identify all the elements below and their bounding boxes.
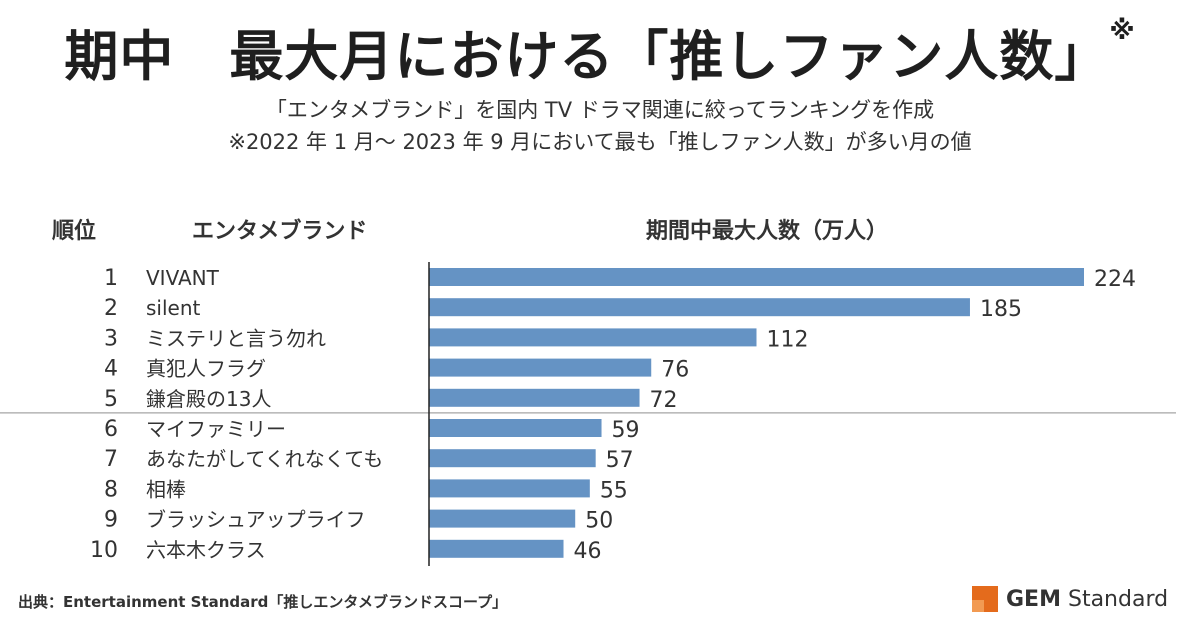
bar	[429, 358, 652, 377]
bar	[429, 509, 576, 528]
rank-label: 10	[90, 538, 118, 563]
bar	[429, 268, 1084, 286]
title-note-mark: ※	[1109, 16, 1136, 46]
bar	[429, 539, 564, 558]
bar	[429, 479, 590, 498]
rank-label: 4	[104, 357, 118, 382]
value-label: 57	[606, 448, 634, 473]
category-label: 真犯人フラグ	[146, 357, 266, 381]
rank-label: 2	[104, 296, 118, 321]
value-label: 185	[980, 297, 1022, 322]
bar	[429, 419, 602, 437]
chart-title: 期中 最大月における「推しファン人数」※	[0, 12, 1200, 91]
chart-title-text: 期中 最大月における「推しファン人数」	[64, 25, 1110, 88]
category-label: マイファミリー	[146, 417, 286, 441]
rank-column-header: 順位	[52, 219, 97, 244]
value-label: 112	[767, 327, 809, 352]
category-label: 六本木クラス	[146, 538, 266, 562]
value-label: 46	[574, 539, 602, 564]
subtitle-line-1: 「エンタメブランド」を国内 TV ドラマ関連に絞ってランキングを作成	[265, 98, 935, 122]
value-label: 76	[661, 358, 689, 383]
bar	[429, 449, 596, 468]
rank-label: 3	[104, 326, 118, 351]
brand-column-header: エンタメブランド	[192, 219, 368, 244]
bar-chart: 1 VIVANT 224 2 silent 185 3 ミステリと言う勿れ 112 4 真犯人フラグ…	[0, 262, 1176, 566]
rank-label: 5	[104, 387, 118, 412]
rank-label: 7	[104, 447, 118, 472]
rank-label: 9	[104, 508, 118, 533]
bar	[429, 298, 970, 317]
category-label: ブラッシュアップライフ	[146, 508, 366, 532]
category-label: VIVANT	[146, 266, 220, 290]
category-label: silent	[146, 296, 201, 320]
category-label: 相棒	[146, 477, 186, 501]
rank-label: 8	[104, 477, 118, 502]
rank-label: 1	[104, 266, 118, 291]
subtitle-line-2: ※2022 年 1 月～ 2023 年 9 月において最も「推しファン人数」が多…	[228, 130, 972, 154]
source-note: 出典：Entertainment Standard「推しエンタメブランドスコープ…	[18, 593, 508, 611]
value-label: 59	[612, 418, 640, 443]
value-column-header: 期間中最大人数（万人）	[646, 219, 889, 244]
value-label: 50	[585, 509, 613, 534]
bar	[429, 328, 757, 347]
rank-label: 6	[104, 417, 118, 442]
category-label: あなたがしてくれなくても	[146, 447, 383, 471]
bar	[429, 388, 640, 407]
value-label: 55	[600, 478, 628, 503]
logo-text-rest: Standard	[1060, 586, 1169, 612]
value-label: 224	[1094, 267, 1136, 292]
logo-text: GEM Standard	[1006, 587, 1168, 612]
logo-square-icon	[972, 586, 998, 612]
category-label: ミステリと言う勿れ	[146, 326, 326, 350]
gem-standard-logo: GEM Standard	[972, 584, 1168, 614]
logo-text-bold: GEM	[1006, 586, 1061, 612]
category-label: 鎌倉殿の13人	[146, 387, 271, 411]
value-label: 72	[650, 388, 678, 413]
